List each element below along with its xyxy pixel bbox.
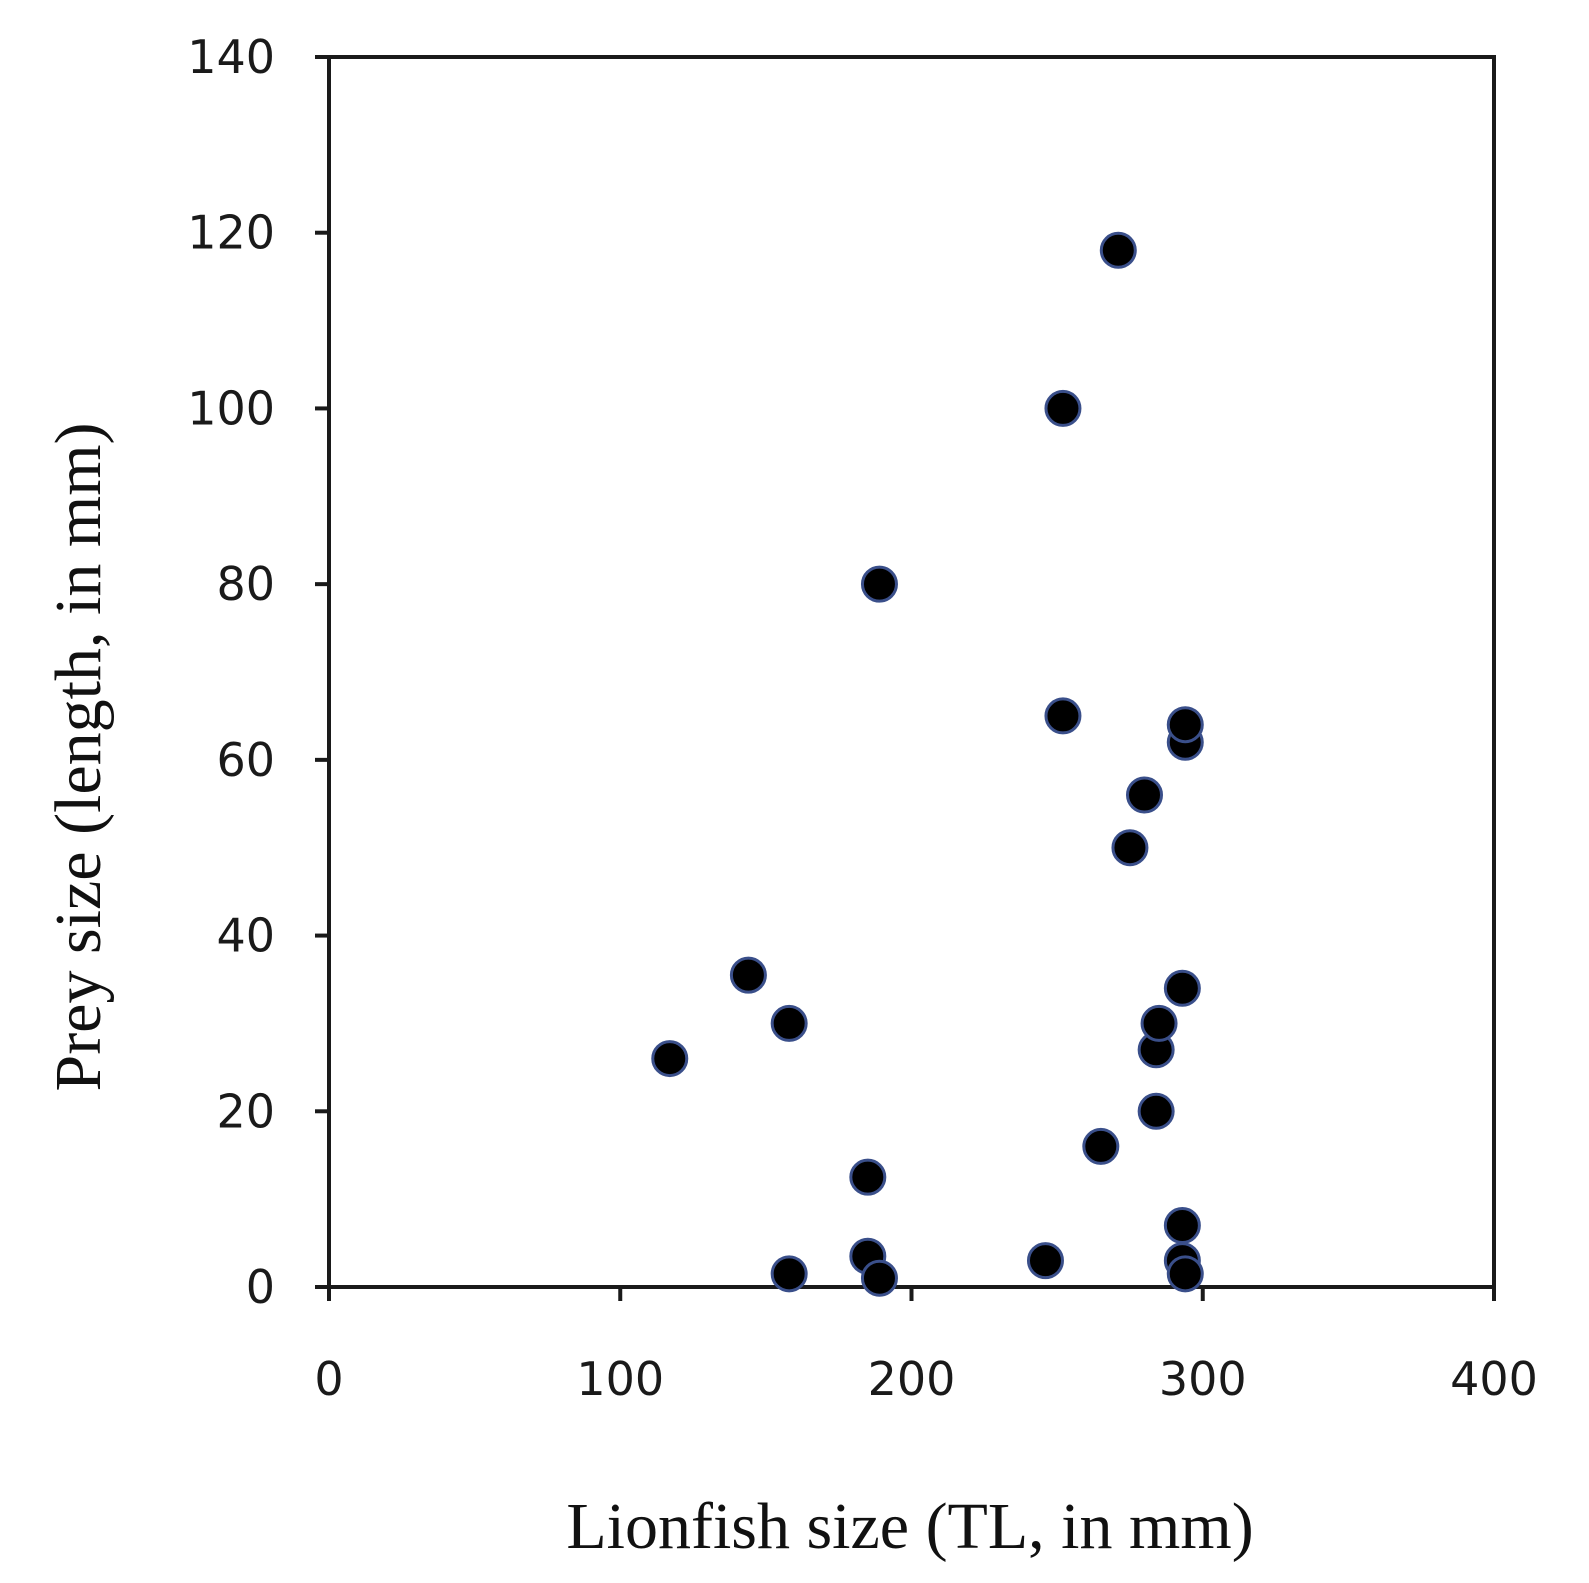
data-point (860, 565, 898, 603)
x-axis-title: Lionfish size (TL, in mm) (566, 1490, 1253, 1563)
data-point (1111, 829, 1149, 867)
data-point (729, 956, 767, 994)
data-point (1163, 1207, 1201, 1244)
y-tick-label: 120 (187, 206, 275, 260)
data-point (651, 1040, 689, 1078)
y-tick-label: 0 (246, 1260, 275, 1314)
x-tick-label: 0 (314, 1352, 343, 1406)
data-point (849, 1158, 887, 1196)
y-tick-label: 80 (216, 557, 275, 611)
data-point (1026, 1242, 1064, 1280)
y-tick-label: 140 (187, 30, 275, 84)
plot-border (327, 55, 1496, 1289)
y-tick-label: 20 (216, 1084, 275, 1138)
data-point (860, 1259, 898, 1297)
data-point (770, 1004, 808, 1042)
data-point (1163, 969, 1201, 1007)
x-tick-label: 100 (576, 1352, 664, 1406)
y-tick-label: 100 (187, 381, 275, 435)
data-point (1044, 697, 1082, 735)
data-points (651, 231, 1204, 1297)
x-tick-label: 300 (1159, 1352, 1247, 1406)
data-point (770, 1255, 808, 1293)
data-point (1126, 776, 1163, 814)
x-tick-label: 200 (868, 1352, 956, 1406)
y-tick-label: 60 (216, 733, 275, 787)
y-tick-label: 40 (216, 909, 275, 963)
x-tick-label: 400 (1450, 1352, 1538, 1406)
data-point (1137, 1092, 1175, 1130)
data-point (1140, 1004, 1178, 1042)
data-point (1099, 231, 1137, 269)
y-axis-title: Prey size (length, in mm) (42, 422, 115, 1091)
tick-labels: 0 100 200 300 400 0 20 40 60 80 100 120 140 (187, 30, 1538, 1406)
data-point (1166, 706, 1204, 744)
data-point (1166, 1255, 1204, 1293)
plot-area (327, 55, 1496, 1289)
data-point (1044, 389, 1082, 427)
data-point (1082, 1127, 1120, 1165)
axis-ticks (315, 55, 1496, 1301)
